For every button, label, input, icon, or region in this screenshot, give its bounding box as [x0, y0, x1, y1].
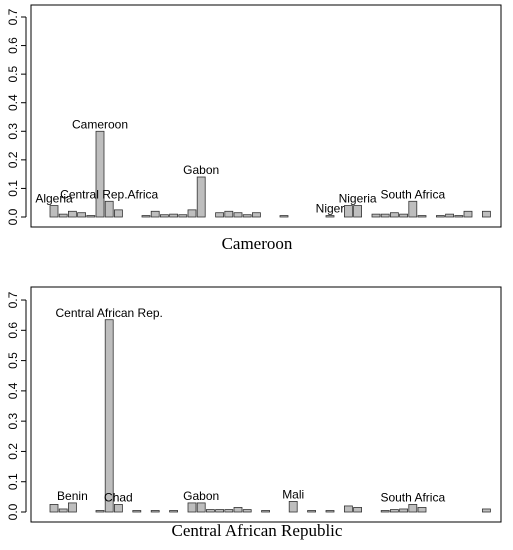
bar	[343, 205, 353, 218]
bar-label: Mali	[282, 488, 304, 502]
bar	[408, 200, 418, 218]
bar	[104, 200, 114, 218]
bar	[325, 215, 335, 218]
bar	[261, 510, 271, 513]
bar	[399, 508, 409, 513]
bar	[353, 507, 363, 513]
y-tick-label: 0.2	[6, 443, 20, 460]
y-tick-label: 0.7	[6, 291, 20, 308]
bar	[288, 501, 298, 513]
bar	[242, 214, 252, 218]
bar-label: Central African Rep.	[56, 306, 163, 320]
plot-box	[30, 286, 502, 523]
bar	[49, 205, 59, 218]
bar-label: Algeria	[35, 192, 73, 206]
bar-label: Central Rep.Africa	[60, 187, 158, 201]
bar	[481, 508, 491, 513]
y-tick-label: 0.1	[6, 180, 20, 197]
bar-label: Chad	[104, 491, 133, 505]
bar	[114, 209, 123, 218]
bar	[141, 215, 151, 218]
bar-label: Benin	[57, 489, 88, 503]
y-tick-label: 0.6	[6, 322, 20, 339]
y-tick-label: 0.1	[6, 473, 20, 490]
bar	[408, 504, 418, 513]
bar	[132, 510, 142, 513]
bar	[178, 214, 188, 218]
x-axis-title: Central African Republic	[172, 521, 343, 540]
bar	[380, 510, 390, 513]
bar	[224, 210, 234, 218]
bar	[233, 507, 243, 513]
bar-label: Niger	[316, 202, 345, 216]
bar	[58, 508, 68, 513]
bar	[95, 510, 105, 513]
bar	[353, 205, 363, 218]
bar	[325, 510, 335, 513]
bar	[380, 213, 390, 218]
bar	[169, 213, 179, 218]
bar	[77, 212, 86, 218]
bar	[445, 213, 455, 218]
bar	[343, 505, 353, 513]
bar	[68, 502, 77, 513]
bar	[417, 215, 427, 218]
bar-label: Gabon	[183, 163, 219, 177]
bar	[49, 504, 59, 513]
bar	[196, 502, 206, 513]
bar-label: Gabon	[183, 489, 219, 503]
bar	[389, 212, 399, 218]
x-axis-title: Cameroon	[222, 234, 293, 253]
bar	[86, 215, 96, 218]
bar-label: South Africa	[380, 491, 445, 505]
bar	[114, 504, 123, 513]
y-tick-label: 0.5	[6, 352, 20, 369]
bar-label: Nigeria	[339, 192, 377, 206]
bar	[417, 507, 427, 513]
bar	[371, 213, 381, 218]
bar	[150, 210, 160, 218]
bar	[205, 509, 215, 513]
bar	[481, 210, 491, 218]
bar	[251, 212, 261, 218]
bar	[58, 213, 68, 218]
bar	[399, 213, 409, 218]
bar	[242, 509, 252, 513]
bar	[104, 319, 114, 513]
y-tick-label: 0.5	[6, 65, 20, 82]
bar-label: South Africa	[380, 187, 445, 201]
bar	[454, 215, 464, 218]
bar	[233, 212, 243, 218]
bar-label: Cameroon	[72, 117, 128, 131]
y-tick-label: 0.4	[6, 94, 20, 111]
bar	[279, 215, 289, 218]
bar	[307, 510, 317, 513]
bar	[150, 510, 160, 513]
bar	[187, 502, 197, 513]
y-tick-label: 0.3	[6, 412, 20, 429]
bar	[95, 130, 105, 218]
bar	[463, 210, 473, 218]
bar	[224, 509, 234, 513]
y-tick-label: 0.0	[6, 208, 20, 225]
bar	[215, 212, 225, 218]
bar	[68, 210, 77, 218]
bar	[435, 215, 445, 218]
plot-box	[30, 4, 502, 228]
bar	[187, 209, 197, 218]
bar	[196, 176, 206, 218]
bar	[159, 214, 169, 218]
y-tick-label: 0.4	[6, 382, 20, 399]
y-tick-label: 0.7	[6, 8, 20, 25]
y-tick-label: 0.0	[6, 503, 20, 520]
bar	[389, 509, 399, 513]
y-tick-label: 0.3	[6, 123, 20, 140]
bar	[169, 510, 179, 513]
y-tick-label: 0.6	[6, 37, 20, 54]
bar	[215, 509, 225, 513]
y-tick-label: 0.2	[6, 151, 20, 168]
